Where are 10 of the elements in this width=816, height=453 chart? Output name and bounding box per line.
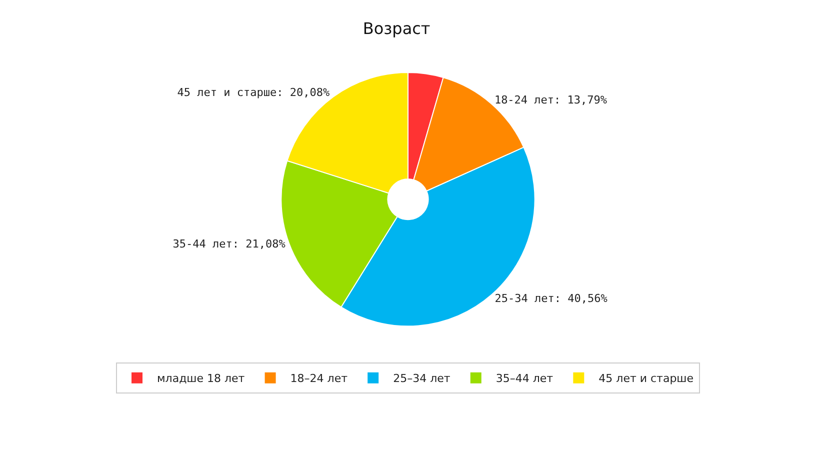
legend-label: 45 лет и старше xyxy=(598,372,694,386)
chart-title: Возраст xyxy=(362,18,430,38)
data-label: 25-34 лет: 40,56% xyxy=(494,292,608,305)
legend-label: 35–44 лет xyxy=(496,372,554,386)
data-label: 45 лет и старше: 20,08% xyxy=(177,86,330,100)
data-label: 35-44 лет: 21,08% xyxy=(172,237,286,250)
data-label: 18-24 лет: 13,79% xyxy=(494,93,608,106)
legend-label: 18–24 лет xyxy=(290,372,348,386)
legend-label: 25–34 лет xyxy=(393,372,451,386)
legend-label: младше 18 лет xyxy=(157,372,246,386)
